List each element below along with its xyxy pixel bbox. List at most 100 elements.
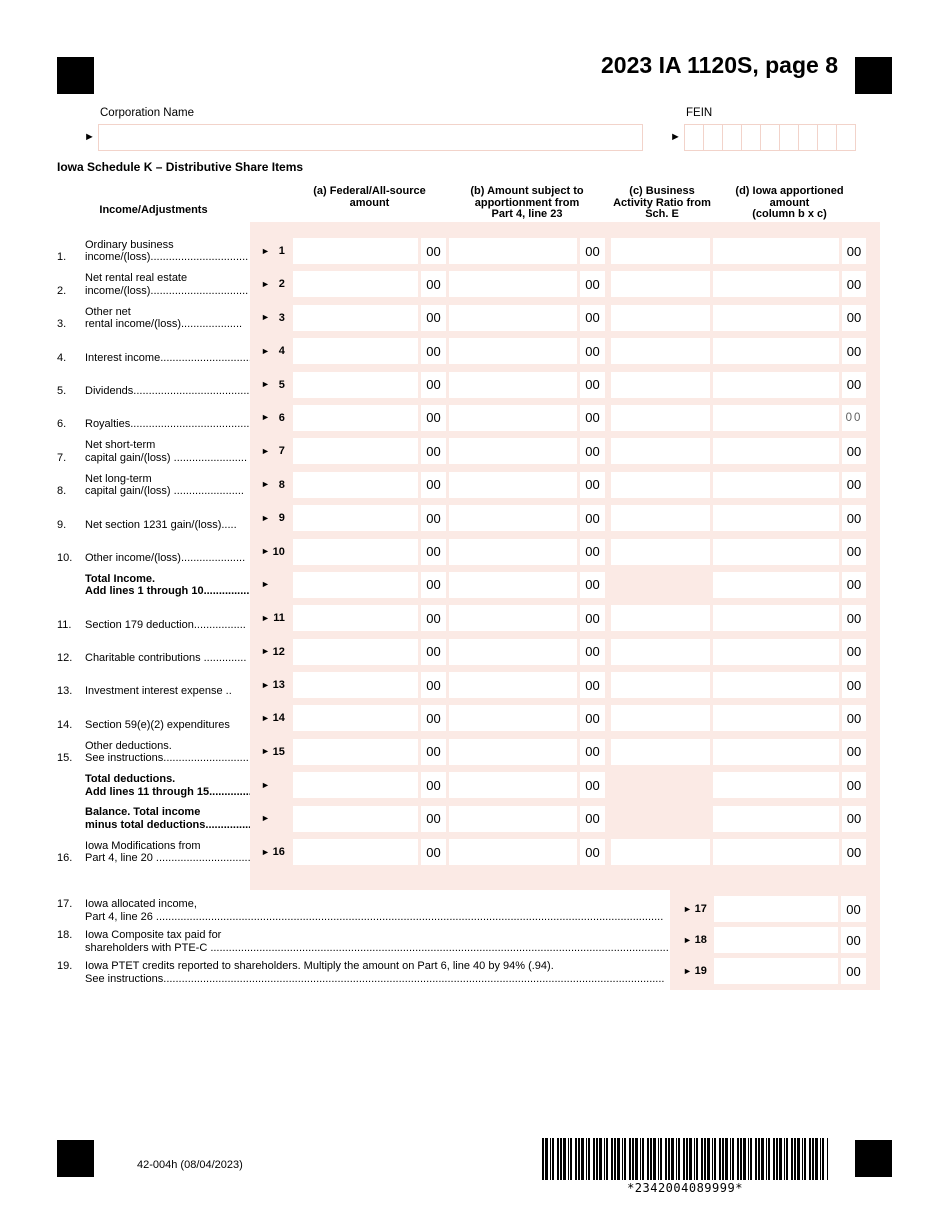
- fein-digit-cell[interactable]: [703, 124, 723, 151]
- amount-input-col-d[interactable]: [713, 638, 839, 665]
- ratio-input-col-c[interactable]: [611, 705, 710, 732]
- amount-input-col-a[interactable]: [293, 571, 418, 598]
- amount-input-col-b[interactable]: [449, 605, 577, 632]
- amount-input-col-d[interactable]: [713, 238, 839, 264]
- amount-input-col-b[interactable]: [449, 338, 577, 365]
- amount-input-col-b[interactable]: [449, 772, 577, 799]
- row-marker: ► 10: [250, 539, 293, 565]
- registration-mark-top-left-icon: [57, 57, 94, 94]
- amount-input-col-d[interactable]: [714, 896, 838, 922]
- ratio-input-col-c[interactable]: [611, 538, 710, 565]
- fein-digit-cell[interactable]: [817, 124, 837, 151]
- amount-input-col-a[interactable]: [293, 271, 418, 298]
- amount-input-col-b[interactable]: [449, 738, 577, 765]
- amount-input-col-a[interactable]: [293, 672, 418, 699]
- amount-input-col-b[interactable]: [449, 672, 577, 699]
- amount-input-col-d[interactable]: [713, 738, 839, 765]
- amount-input-col-a[interactable]: [293, 238, 418, 264]
- amount-input-col-b[interactable]: [449, 839, 577, 866]
- fein-digit-cell[interactable]: [798, 124, 818, 151]
- amount-input-col-d[interactable]: [713, 505, 839, 532]
- ratio-input-col-c[interactable]: [611, 371, 710, 398]
- row-number: 3.: [57, 318, 67, 331]
- ratio-input-col-c[interactable]: [611, 404, 710, 431]
- amount-input-col-b[interactable]: [449, 404, 577, 431]
- row-number: 12.: [57, 652, 73, 665]
- fein-digit-cell[interactable]: [836, 124, 856, 151]
- amount-input-col-d[interactable]: [714, 958, 838, 984]
- row-label-line: Iowa PTET credits reported to shareholde…: [85, 960, 554, 972]
- fein-digit-cell[interactable]: [722, 124, 742, 151]
- amount-input-col-a[interactable]: [293, 505, 418, 532]
- amount-input-col-a[interactable]: [293, 304, 418, 331]
- amount-input-col-d[interactable]: [713, 772, 839, 799]
- amount-input-col-d[interactable]: [713, 571, 839, 598]
- amount-input-col-b[interactable]: [449, 471, 577, 498]
- amount-input-col-d[interactable]: [713, 605, 839, 632]
- amount-input-col-d[interactable]: [713, 672, 839, 699]
- fein-digit-cell[interactable]: [779, 124, 799, 151]
- amount-input-col-a[interactable]: [293, 538, 418, 565]
- amount-input-col-d[interactable]: [713, 404, 839, 431]
- row-marker: ► 16: [250, 839, 293, 865]
- amount-input-col-b[interactable]: [449, 638, 577, 665]
- amount-input-col-b[interactable]: [449, 705, 577, 732]
- row-number: 15.: [57, 752, 73, 765]
- amount-input-col-b[interactable]: [449, 271, 577, 298]
- ratio-input-col-c[interactable]: [611, 471, 710, 498]
- amount-input-col-a[interactable]: [293, 772, 418, 799]
- amount-input-col-d[interactable]: [713, 304, 839, 331]
- ratio-input-col-c[interactable]: [611, 304, 710, 331]
- fein-digit-cell[interactable]: [741, 124, 761, 151]
- ratio-input-col-c[interactable]: [611, 338, 710, 365]
- ratio-input-col-c[interactable]: [611, 839, 710, 866]
- amount-input-col-b[interactable]: [449, 538, 577, 565]
- table-row: 2. Net rental real estate income/(loss)...…: [57, 271, 880, 298]
- amount-input-col-a[interactable]: [293, 404, 418, 431]
- ratio-input-col-c[interactable]: [611, 271, 710, 298]
- amount-input-col-a[interactable]: [293, 839, 418, 866]
- amount-input-col-b[interactable]: [449, 438, 577, 465]
- amount-input-col-a[interactable]: [293, 705, 418, 732]
- fein-digit-cell[interactable]: [684, 124, 704, 151]
- ratio-input-col-c[interactable]: [611, 238, 710, 264]
- fein-digit-cell[interactable]: [760, 124, 780, 151]
- ratio-input-col-c[interactable]: [611, 672, 710, 699]
- amount-input-col-a[interactable]: [293, 338, 418, 365]
- amount-input-col-d[interactable]: [713, 438, 839, 465]
- cents-box-col-d: 00: [842, 438, 866, 465]
- amount-input-col-d[interactable]: [713, 371, 839, 398]
- amount-input-col-b[interactable]: [449, 238, 577, 264]
- ratio-input-col-c[interactable]: [611, 638, 710, 665]
- amount-input-col-d[interactable]: [713, 538, 839, 565]
- amount-input-col-a[interactable]: [293, 471, 418, 498]
- amount-input-col-a[interactable]: [293, 638, 418, 665]
- amount-input-col-a[interactable]: [293, 738, 418, 765]
- column-header-a-line: amount: [349, 196, 390, 209]
- amount-input-col-d[interactable]: [713, 839, 839, 866]
- amount-input-col-b[interactable]: [449, 571, 577, 598]
- ratio-input-col-c[interactable]: [611, 605, 710, 632]
- amount-input-col-d[interactable]: [713, 705, 839, 732]
- amount-input-col-d[interactable]: [713, 271, 839, 298]
- amount-input-col-a[interactable]: [293, 438, 418, 465]
- amount-input-col-a[interactable]: [293, 805, 418, 832]
- row-number: 2.: [57, 284, 67, 297]
- amount-input-col-d[interactable]: [713, 338, 839, 365]
- amount-input-col-b[interactable]: [449, 304, 577, 331]
- amount-input-col-d[interactable]: [713, 805, 839, 832]
- cents-box-col-a: 00: [421, 705, 446, 732]
- amount-input-col-d[interactable]: [714, 927, 838, 953]
- amount-input-col-d[interactable]: [713, 471, 839, 498]
- arrow-icon: ►: [261, 813, 270, 824]
- amount-input-col-b[interactable]: [449, 505, 577, 532]
- amount-input-col-a[interactable]: [293, 371, 418, 398]
- amount-input-col-a[interactable]: [293, 605, 418, 632]
- ratio-input-col-c[interactable]: [611, 738, 710, 765]
- marker-number: 12: [272, 645, 285, 658]
- amount-input-col-b[interactable]: [449, 805, 577, 832]
- ratio-input-col-c[interactable]: [611, 438, 710, 465]
- corporation-name-input[interactable]: [98, 124, 643, 151]
- ratio-input-col-c[interactable]: [611, 505, 710, 532]
- amount-input-col-b[interactable]: [449, 371, 577, 398]
